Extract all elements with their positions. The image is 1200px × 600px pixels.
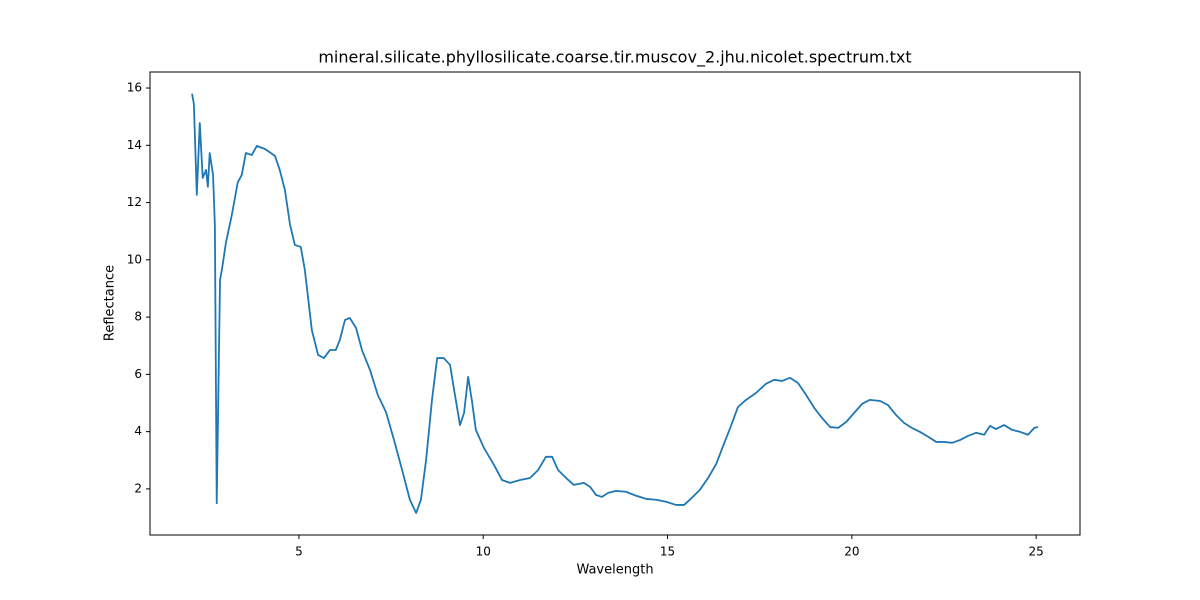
y-tick-label: 2: [134, 481, 142, 495]
x-axis-label: Wavelength: [576, 563, 653, 578]
y-tick-label: 10: [127, 252, 142, 266]
y-tick-label: 8: [134, 310, 142, 324]
spectrum-line: [191, 93, 1039, 514]
x-tick-label: 5: [295, 545, 303, 559]
y-tick-label: 6: [134, 367, 142, 381]
x-tick-label: 20: [844, 545, 859, 559]
y-tick-label: 12: [127, 195, 142, 209]
x-tick-label: 10: [476, 545, 491, 559]
y-tick-label: 16: [127, 81, 142, 95]
x-tick-label: 15: [660, 545, 675, 559]
chart-title: mineral.silicate.phyllosilicate.coarse.t…: [318, 48, 911, 68]
x-tick-label: 25: [1028, 545, 1043, 559]
y-tick-label: 4: [134, 424, 142, 438]
y-axis-label: Reflectance: [103, 265, 118, 341]
y-tick-label: 14: [127, 138, 142, 152]
plot-frame: [149, 71, 1081, 536]
